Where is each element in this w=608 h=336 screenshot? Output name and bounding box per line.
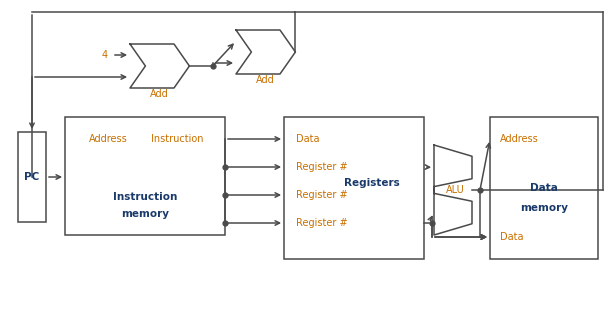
Text: Add: Add [150,89,169,99]
Text: Register #: Register # [296,190,348,200]
Text: Instruction: Instruction [151,134,203,144]
Text: ALU: ALU [446,185,465,195]
Text: Address: Address [89,134,128,144]
Text: memory: memory [520,203,568,213]
Bar [284,117,424,259]
Bar [18,132,46,222]
Text: Address: Address [500,134,539,144]
Text: Register #: Register # [296,218,348,228]
Bar [65,117,225,235]
Text: Add: Add [256,75,275,85]
Text: Registers: Registers [344,178,400,188]
Bar [490,117,598,259]
Text: 4: 4 [102,50,108,60]
Text: Register #: Register # [296,162,348,172]
Text: Data: Data [296,134,319,144]
Text: memory: memory [121,209,169,219]
Text: PC: PC [24,172,40,182]
Text: Data: Data [500,232,523,242]
Text: Data: Data [530,183,558,193]
Text: Instruction: Instruction [113,192,177,202]
